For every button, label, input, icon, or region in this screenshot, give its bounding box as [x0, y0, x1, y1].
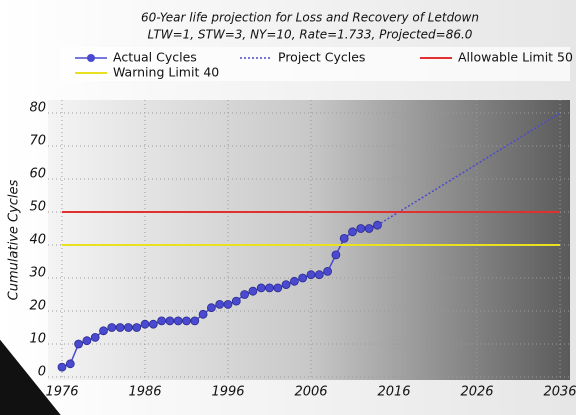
y-tick-label: 60	[29, 167, 46, 182]
x-tick-label: 1986	[128, 385, 161, 400]
data-point	[298, 273, 308, 283]
legend-label: Warning Limit 40	[113, 65, 219, 80]
data-point	[265, 283, 274, 293]
data-point	[173, 316, 183, 326]
x-tick-label: 2036	[543, 385, 576, 400]
data-point	[323, 266, 333, 276]
data-point	[240, 290, 250, 299]
chart-subtitle: LTW=1, STW=3, NY=10, Rate=1.733, Project…	[148, 28, 473, 42]
data-point	[356, 224, 366, 233]
y-tick-label: 0	[38, 365, 46, 380]
data-point	[273, 283, 283, 293]
chart-title: 60-Year life projection for Loss and Rec…	[141, 11, 479, 25]
legend-marker	[87, 54, 95, 62]
x-tick-label: 1976	[45, 385, 78, 400]
data-point	[348, 227, 357, 237]
data-point	[65, 359, 75, 369]
data-point	[107, 323, 117, 332]
data-point	[248, 286, 258, 296]
plot-area	[48, 100, 570, 380]
data-point	[57, 362, 67, 372]
data-point	[331, 250, 341, 260]
legend-label: Allowable Limit 50	[458, 50, 573, 65]
y-tick-label: 70	[29, 134, 46, 149]
y-tick-label: 10	[29, 332, 46, 347]
data-point	[165, 316, 175, 326]
y-tick-label: 80	[29, 101, 46, 116]
data-point	[190, 316, 200, 326]
data-point	[74, 339, 83, 349]
legend-label: Actual Cycles	[113, 50, 197, 65]
data-point	[289, 276, 299, 286]
data-point	[82, 336, 92, 346]
x-tick-label: 2016	[377, 385, 410, 400]
y-axis-label: Cumulative Cycles	[7, 179, 22, 300]
data-point	[215, 299, 225, 309]
data-point	[148, 319, 158, 329]
data-point	[99, 326, 108, 336]
data-point	[306, 270, 316, 280]
data-point	[198, 309, 208, 319]
data-point	[314, 270, 324, 280]
x-tick-label: 2026	[460, 385, 493, 400]
data-point	[339, 233, 349, 243]
data-point	[364, 224, 374, 233]
y-tick-label: 30	[29, 266, 46, 281]
legend-box	[60, 47, 570, 81]
data-point	[157, 316, 167, 326]
legend-label: Project Cycles	[278, 50, 365, 65]
x-tick-label: 1996	[211, 385, 244, 400]
data-point	[231, 296, 241, 306]
data-point	[90, 332, 100, 342]
y-tick-label: 50	[29, 200, 46, 215]
data-point	[140, 319, 150, 329]
data-point	[115, 323, 125, 332]
data-point	[223, 299, 233, 309]
data-point	[132, 323, 142, 332]
x-tick-label: 2006	[294, 385, 327, 400]
data-point	[281, 280, 291, 290]
data-point	[182, 316, 191, 326]
data-point	[256, 283, 266, 293]
data-point	[123, 323, 133, 332]
corner-edge	[0, 337, 63, 415]
y-tick-label: 40	[29, 233, 46, 248]
data-point	[206, 303, 216, 313]
y-tick-label: 20	[29, 299, 46, 314]
